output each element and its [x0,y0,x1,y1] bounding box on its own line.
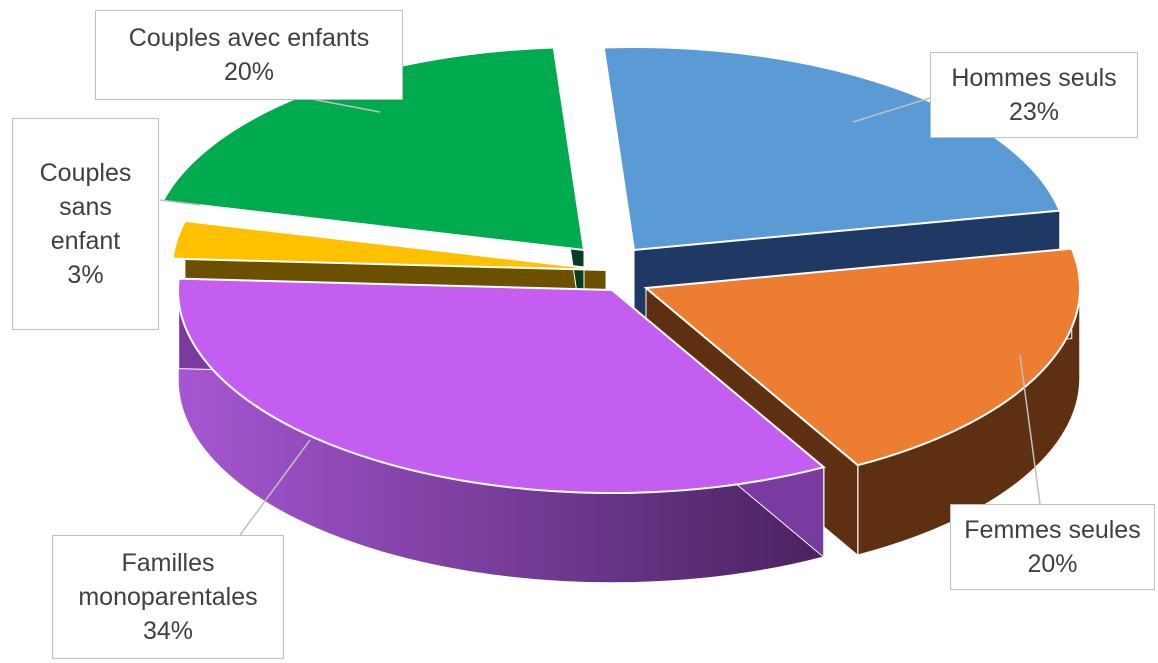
callout-label: Hommes seuls [951,64,1117,92]
callout-femmes-seules: Femmes seules 20% [950,504,1155,590]
leader-lines [159,94,1041,536]
leader-line-0 [852,97,931,123]
callout-value: 20% [223,58,275,86]
callout-label-line1: Couples [39,159,132,187]
leader-line-2 [239,439,311,536]
slice-top-1 [643,247,1081,467]
leader-line-3 [159,199,201,206]
callout-couples-sans-enfant: Couples sans enfant 3% [12,118,159,330]
slice-top-0 [602,46,1062,252]
callout-label-line1: Familles [121,549,215,577]
callout-couples-avec-enfants: Couples avec enfants 20% [95,10,403,100]
slice-top-3 [171,219,607,271]
callout-value: 20% [1027,550,1078,578]
callout-familles-monoparentales: Familles monoparentales 34% [52,535,284,659]
callout-hommes-seuls: Hommes seuls 23% [930,52,1138,138]
callout-value: 34% [142,617,194,645]
callout-label-line2: sans [59,193,112,221]
callout-label-line3: enfant [50,227,121,255]
callout-value: 23% [1008,98,1060,126]
leader-line-1 [1019,354,1041,505]
callout-value: 3% [67,261,104,289]
callout-label: Femmes seules [964,516,1141,544]
pie-slices [161,46,1081,584]
callout-label-line2: monoparentales [78,583,258,611]
slice-top-2 [177,277,826,494]
callout-label: Couples avec enfants [128,24,370,52]
